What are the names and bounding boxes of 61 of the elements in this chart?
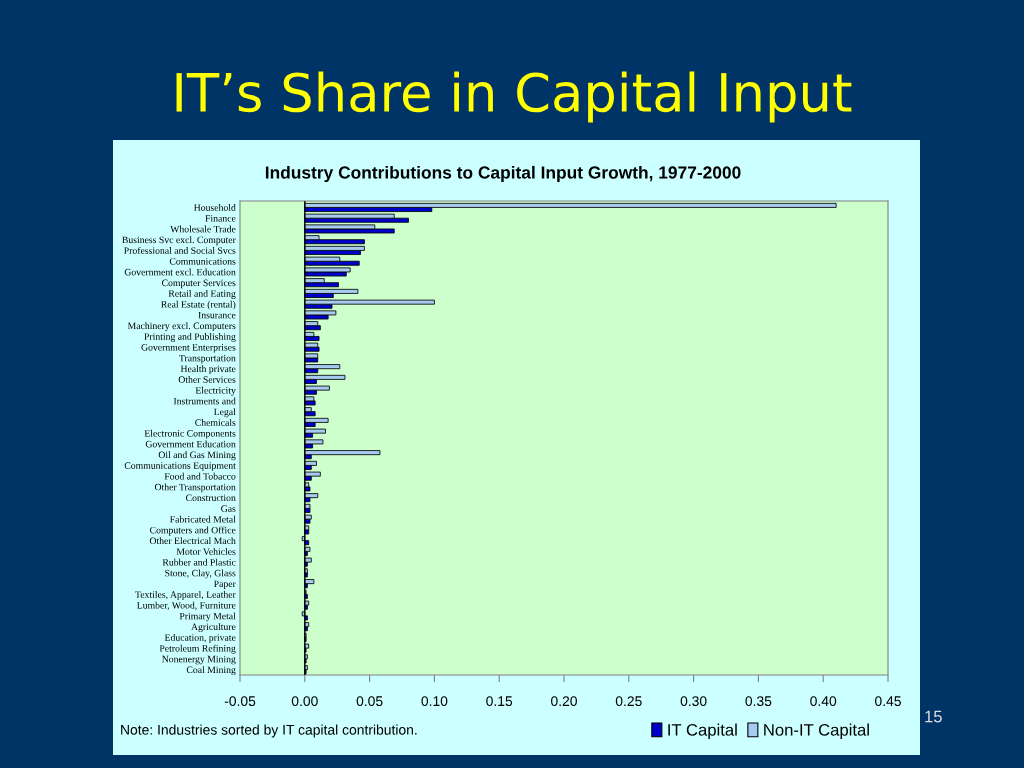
x-tick-label: 0.25: [615, 696, 642, 707]
text: 15: [925, 710, 942, 723]
y-tick-label: Coal Mining: [186, 666, 236, 676]
y-tick-label: Wholesale Trade: [170, 225, 236, 233]
y-tick-label: Household: [193, 204, 236, 211]
y-tick-label: Printing and Publishing: [144, 333, 236, 342]
x-tick-label: 0.20: [551, 696, 577, 707]
y-tick-label: Government Enterprises: [141, 344, 236, 353]
y-tick-label: Government excl. Education: [124, 268, 236, 276]
y-tick-label: Nonenergy Mining: [162, 655, 236, 665]
x-tick-label: 0.00: [291, 696, 318, 707]
y-tick-label: Construction: [186, 494, 236, 502]
y-tick-label: Finance: [205, 215, 236, 222]
y-tick-label: Health private: [180, 365, 236, 375]
x-tick-label: 0.40: [810, 696, 837, 707]
y-tick-label: Machinery excl. Computers: [127, 322, 236, 332]
y-tick-label: Stone, Clay, Glass: [165, 569, 236, 579]
y-tick-label: Petroleum Refining: [159, 644, 236, 654]
y-tick-label: Primary Metal: [179, 612, 236, 622]
y-tick-label: Communications: [169, 258, 236, 265]
y-tick-label: Other Transportation: [154, 483, 236, 493]
x-tick-label: 0.30: [680, 696, 707, 707]
x-tick-label: 0.05: [356, 696, 383, 707]
y-tick-label: Paper: [213, 580, 236, 590]
x-tick-label: 0.10: [421, 696, 448, 707]
x-tick-label: 0.15: [486, 696, 513, 707]
y-tick-label: Electricity: [195, 386, 236, 396]
y-tick-label: Other Electrical Mach: [149, 537, 236, 545]
y-tick-label: Oil and Gas Mining: [158, 451, 236, 461]
y-tick-label: Education, private: [164, 634, 236, 643]
y-tick-label: Transportation: [179, 354, 236, 364]
y-tick-label: Textiles, Apparel, Leather: [135, 591, 236, 600]
y-tick-label: Insurance: [198, 311, 236, 319]
y-tick-label: Electronic Components: [144, 429, 236, 439]
chart-title: IT’s Share in Capital Input: [176, 71, 852, 123]
y-tick-label: Instruments and: [173, 397, 236, 405]
y-tick-label: Real Estate (rental): [161, 300, 236, 310]
y-tick-label: Chemicals: [195, 419, 236, 426]
y-tick-label: Computer Services: [161, 279, 236, 289]
text: Note: Industries sorted by IT capital contribution.: [121, 724, 417, 738]
y-tick-label: Agriculture: [191, 623, 236, 633]
y-tick-label: Government Education: [145, 440, 236, 448]
y-tick-label: Computers and Office: [150, 526, 236, 536]
legend-label: Non-IT Capital: [764, 723, 869, 740]
x-tick-label: 0.35: [745, 696, 772, 707]
y-tick-label: Lumber, Wood, Furniture: [137, 601, 236, 610]
y-tick-label: Gas: [221, 505, 236, 512]
y-tick-label: Communications Equipment: [124, 462, 236, 471]
x-tick-label: 0.45: [875, 696, 901, 707]
y-tick-label: Other Services: [178, 376, 236, 383]
y-tick-label: Professional and Social Svcs: [124, 246, 236, 254]
y-tick-label: Legal: [213, 408, 236, 418]
chart-subtitle: Industry Contributions to Capital Input Growth, 1977-2000: [265, 165, 741, 183]
y-tick-label: Retail and Eating: [168, 290, 236, 299]
x-tick-label: -0.05: [224, 696, 256, 707]
y-tick-label: Motor Vehicles: [176, 548, 236, 555]
y-tick-label: Rubber and Plastic: [162, 558, 236, 566]
legend-label: IT Capital: [668, 723, 737, 740]
y-tick-label: Fabricated Metal: [169, 515, 236, 523]
y-tick-label: Business Svc excl. Computer: [122, 236, 236, 246]
y-tick-label: Food and Tobacco: [164, 472, 236, 480]
